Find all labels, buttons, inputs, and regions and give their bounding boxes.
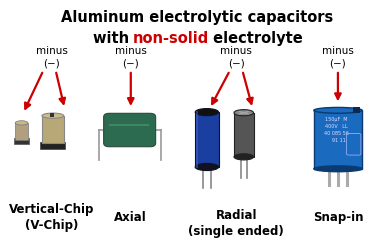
Ellipse shape (234, 154, 254, 160)
Bar (42, 116, 64, 143)
Text: minus
(−): minus (−) (220, 46, 252, 69)
Text: Snap-in: Snap-in (313, 211, 363, 224)
Text: with: with (93, 31, 134, 46)
Text: non-solid: non-solid (133, 31, 209, 46)
Text: Vertical-Chip
(V-Chip): Vertical-Chip (V-Chip) (9, 203, 94, 232)
Ellipse shape (314, 166, 362, 172)
Text: electrolyte: electrolyte (208, 31, 303, 46)
Ellipse shape (42, 113, 64, 118)
Ellipse shape (234, 110, 254, 116)
Bar (40, 142, 65, 149)
Ellipse shape (195, 163, 219, 171)
Bar (14, 138, 29, 144)
Text: Axial: Axial (114, 211, 147, 224)
Bar (15, 123, 28, 140)
Bar (195, 112, 219, 167)
Text: Aluminum electrolytic capacitors: Aluminum electrolytic capacitors (60, 10, 333, 25)
Bar (353, 107, 360, 113)
Text: minus
(−): minus (−) (115, 46, 147, 69)
FancyBboxPatch shape (104, 113, 156, 147)
Text: 150μF  M
400V   LL
40 085 56
    91 11: 150μF M 400V LL 40 085 56 91 11 (324, 117, 348, 143)
Text: minus
(−): minus (−) (36, 46, 68, 69)
Ellipse shape (195, 108, 219, 116)
Bar (314, 110, 362, 169)
Bar (50, 113, 54, 117)
Text: minus
(−): minus (−) (322, 46, 354, 69)
Bar (234, 113, 254, 157)
Ellipse shape (15, 121, 28, 125)
Ellipse shape (314, 107, 362, 113)
Text: Radial
(single ended): Radial (single ended) (188, 208, 284, 238)
